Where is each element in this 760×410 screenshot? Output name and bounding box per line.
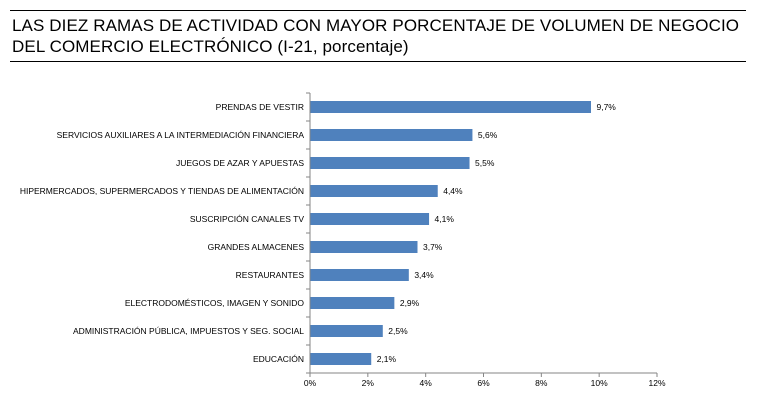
bar <box>310 185 438 197</box>
category-label: ADMINISTRACIÓN PÚBLICA, IMPUESTOS Y SEG.… <box>73 326 304 336</box>
bar <box>310 241 418 253</box>
x-tick-label: 4% <box>420 378 433 388</box>
value-label: 2,5% <box>388 326 408 336</box>
value-label: 3,7% <box>423 242 443 252</box>
x-tick-label: 0% <box>304 378 317 388</box>
x-tick-label: 2% <box>362 378 375 388</box>
bar <box>310 269 409 281</box>
category-label: SUSCRIPCIÓN CANALES TV <box>190 214 304 224</box>
category-label: JUEGOS DE AZAR Y APUESTAS <box>176 158 304 168</box>
title-block: LAS DIEZ RAMAS DE ACTIVIDAD CON MAYOR PO… <box>10 10 746 62</box>
value-label: 5,5% <box>475 158 495 168</box>
value-label: 4,1% <box>435 214 455 224</box>
category-label: RESTAURANTES <box>236 270 305 280</box>
value-label: 9,7% <box>596 102 616 112</box>
category-label: ELECTRODOMÉSTICOS, IMAGEN Y SONIDO <box>125 298 305 308</box>
x-tick-label: 12% <box>648 378 665 388</box>
category-label: PRENDAS DE VESTIR <box>216 102 304 112</box>
value-label: 2,1% <box>377 354 397 364</box>
bar <box>310 297 395 309</box>
value-label: 5,6% <box>478 130 498 140</box>
bar <box>310 325 383 337</box>
bar <box>310 129 473 141</box>
x-tick-label: 8% <box>535 378 548 388</box>
category-label: HIPERMERCADOS, SUPERMERCADOS Y TIENDAS D… <box>20 186 304 196</box>
category-label: GRANDES ALMACENES <box>208 242 305 252</box>
bar <box>310 101 591 113</box>
category-label: SERVICIOS AUXILIARES A LA INTERMEDIACIÓN… <box>57 130 305 140</box>
category-label: EDUCACIÓN <box>253 354 304 364</box>
value-label: 3,4% <box>414 270 434 280</box>
chart-title: LAS DIEZ RAMAS DE ACTIVIDAD CON MAYOR PO… <box>12 16 740 56</box>
x-tick-label: 10% <box>591 378 608 388</box>
bar <box>310 353 372 365</box>
bar <box>310 157 470 169</box>
bar <box>310 213 430 225</box>
value-label: 2,9% <box>400 298 420 308</box>
value-label: 4,4% <box>443 186 463 196</box>
x-tick-label: 6% <box>477 378 490 388</box>
